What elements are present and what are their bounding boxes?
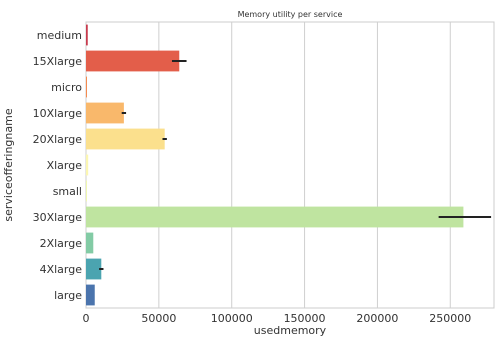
- bar-micro: [86, 76, 87, 98]
- category-label-30Xlarge: 30Xlarge: [33, 211, 83, 224]
- error-bars: [99, 60, 492, 270]
- bar-2Xlarge: [86, 232, 94, 254]
- category-label-small: small: [53, 185, 82, 198]
- category-label-15Xlarge: 15Xlarge: [33, 55, 83, 68]
- category-label-2Xlarge: 2Xlarge: [40, 237, 83, 250]
- bar-small: [86, 180, 87, 202]
- bar-20Xlarge: [86, 128, 165, 150]
- category-labels: medium 15Xlarge micro 10Xlarge 20Xlarge Xlarg…: [33, 29, 83, 302]
- bar-Xlarge: [86, 154, 89, 176]
- bar-4Xlarge: [86, 258, 102, 280]
- bar-medium: [86, 24, 88, 46]
- category-label-20Xlarge: 20Xlarge: [33, 133, 83, 146]
- x-tick-label: 250000: [429, 312, 471, 325]
- bar-10Xlarge: [86, 102, 124, 124]
- category-label-Xlarge: Xlarge: [47, 159, 83, 172]
- x-tick-label: 150000: [284, 312, 326, 325]
- x-axis-label: usedmemory: [254, 324, 327, 337]
- chart-title: Memory utility per service: [238, 10, 343, 19]
- bar-30Xlarge: [86, 206, 464, 228]
- x-tick-label: 200000: [356, 312, 398, 325]
- x-tick-label: 100000: [211, 312, 253, 325]
- category-label-10Xlarge: 10Xlarge: [33, 107, 83, 120]
- category-label-micro: micro: [51, 81, 82, 94]
- y-axis-label: serviceofferingname: [2, 108, 15, 221]
- category-label-medium: medium: [37, 29, 82, 42]
- x-tick-label: 0: [83, 312, 90, 325]
- x-tick-labels: 0 50000 100000 150000 200000 250000: [83, 312, 472, 325]
- bar-15Xlarge: [86, 50, 180, 72]
- category-label-large: large: [54, 289, 82, 302]
- category-label-4Xlarge: 4Xlarge: [40, 263, 83, 276]
- bar-large: [86, 284, 95, 306]
- x-tick-label: 50000: [141, 312, 176, 325]
- bars: [86, 24, 464, 306]
